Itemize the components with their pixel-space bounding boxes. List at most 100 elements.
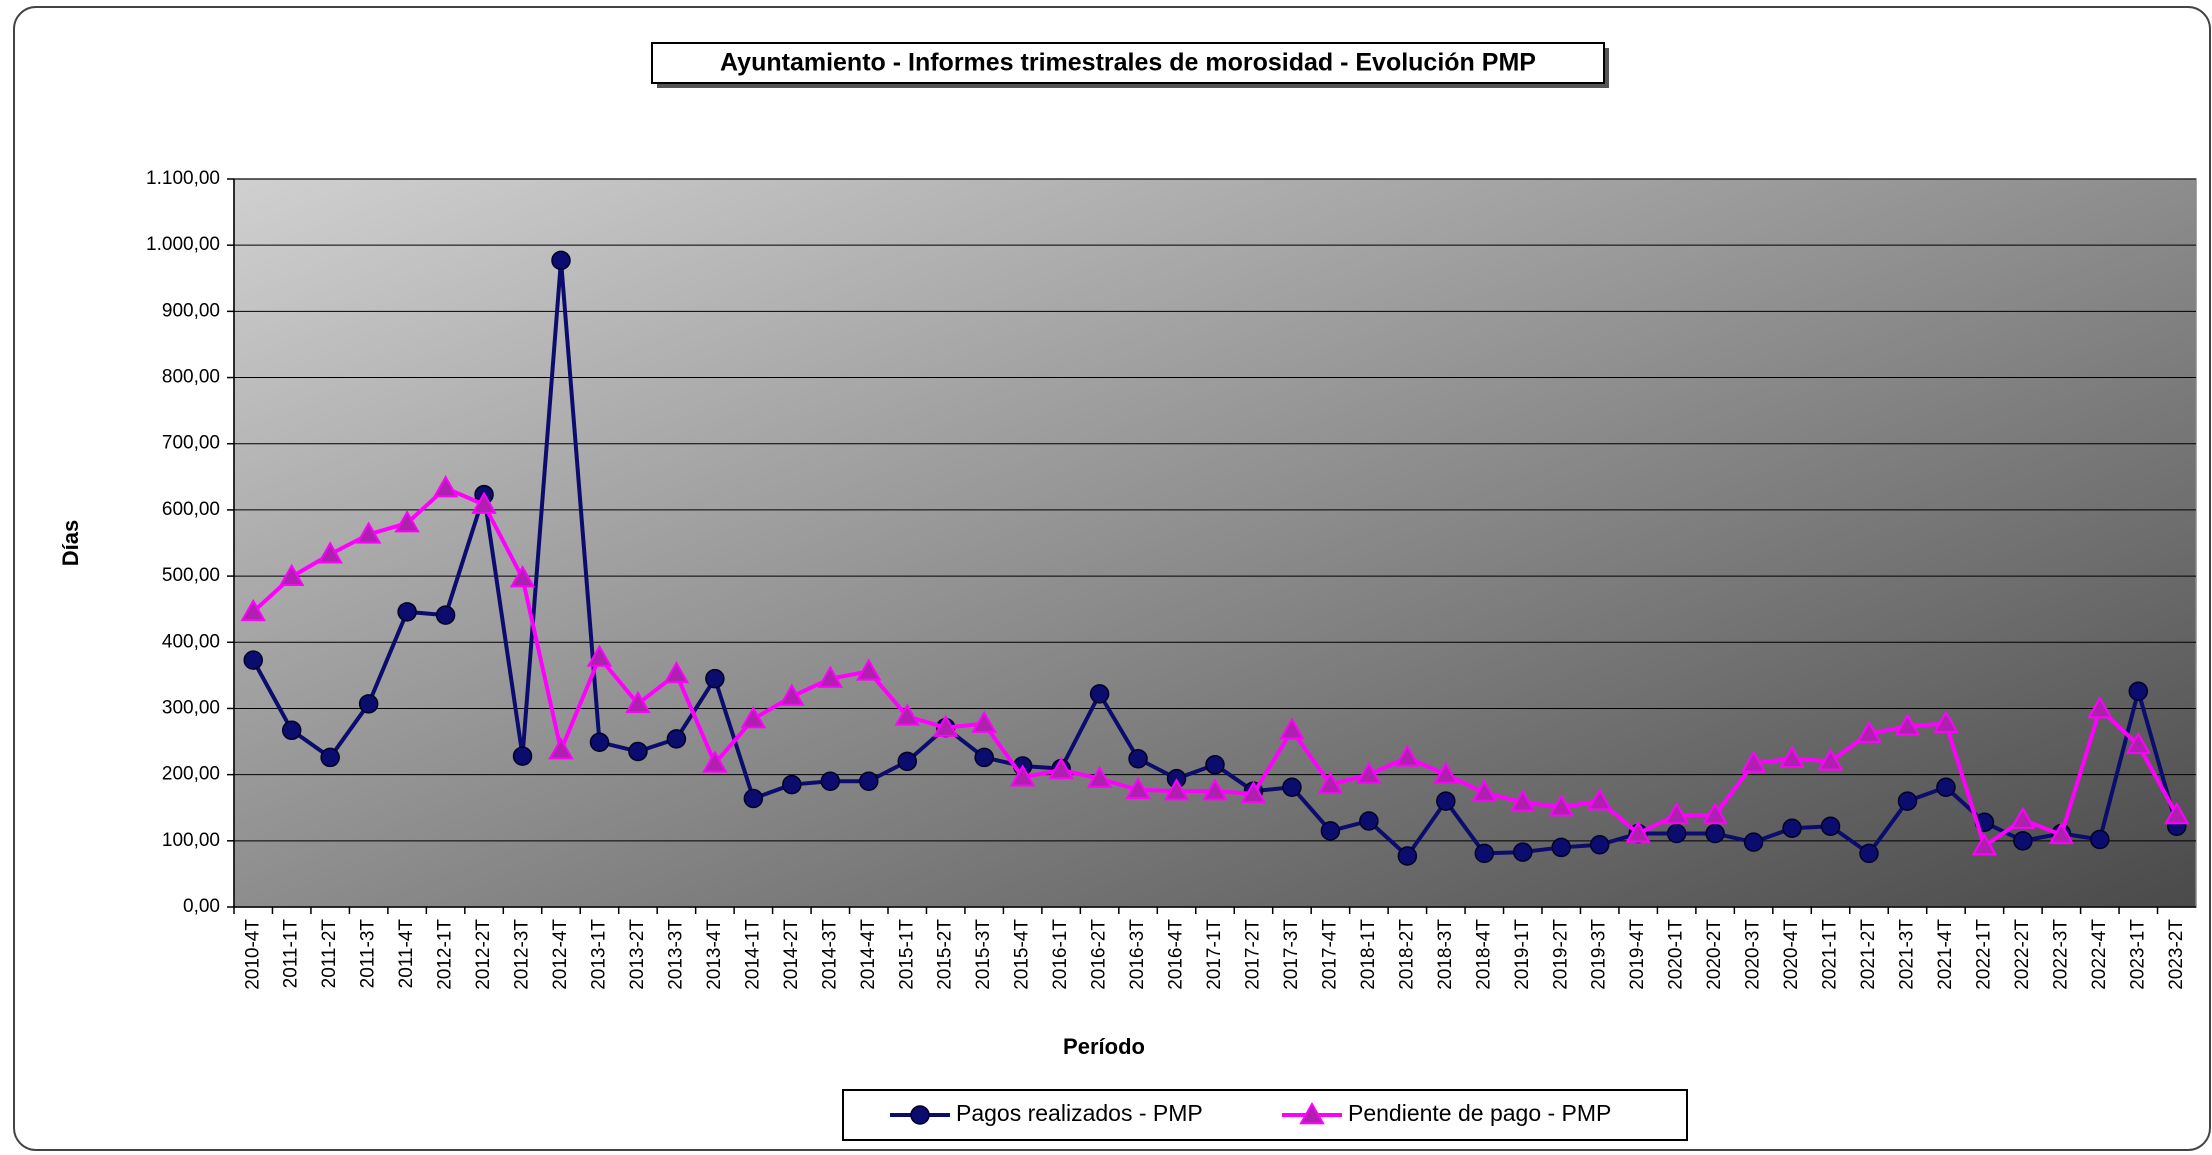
y-tick-label: 600,00 [162, 499, 220, 520]
data-point [1128, 749, 1148, 769]
data-point [628, 741, 648, 762]
data-point [897, 751, 917, 772]
data-point [1394, 744, 1421, 767]
x-tick-label: 2015-4T [1012, 919, 1033, 990]
data-point [471, 491, 497, 514]
x-tick-label: 2022-4T [2089, 919, 2110, 990]
data-point [1397, 846, 1418, 866]
x-tick-label: 2022-1T [1973, 919, 1994, 990]
data-point [355, 521, 382, 544]
x-tick-label: 2016-4T [1166, 919, 1187, 990]
y-tick-label: 700,00 [162, 433, 220, 454]
data-point [278, 563, 305, 587]
data-point [1471, 779, 1498, 802]
legend-label: Pagos realizados - PMP [956, 1100, 1203, 1126]
data-point [1782, 818, 1802, 838]
data-point [1589, 835, 1610, 855]
x-tick-label: 2015-3T [973, 919, 994, 990]
data-point [397, 602, 417, 622]
x-tick-label: 2021-2T [1858, 919, 1879, 990]
data-point [1433, 761, 1459, 784]
data-point [435, 605, 456, 625]
data-point [1320, 821, 1341, 841]
data-point [1779, 745, 1805, 769]
x-tick-label: 2013-2T [627, 919, 648, 990]
x-tick-label: 2019-2T [1550, 919, 1571, 990]
x-tick-label: 2019-3T [1589, 919, 1610, 990]
x-tick-label: 2018-3T [1435, 919, 1456, 990]
data-point [589, 732, 610, 752]
data-point [1666, 823, 1687, 844]
data-point [1548, 794, 1574, 817]
x-tick-label: 2023-1T [2127, 919, 2148, 990]
data-point [1048, 756, 1074, 780]
data-point [1089, 684, 1110, 704]
x-tick-label: 2017-4T [1319, 919, 1340, 990]
data-point [974, 747, 994, 768]
y-tick-label: 900,00 [162, 300, 220, 321]
data-point [1202, 778, 1228, 801]
y-tick-label: 200,00 [162, 764, 220, 785]
data-point [1356, 761, 1382, 784]
data-point [548, 737, 574, 760]
x-tick-label: 2020-2T [1704, 919, 1725, 990]
legend-marker [910, 1105, 930, 1125]
data-point [586, 644, 613, 667]
data-point [1205, 754, 1225, 775]
x-tick-label: 2017-2T [1242, 919, 1263, 990]
x-tick-label: 2021-1T [1820, 919, 1841, 990]
y-tick-label: 300,00 [162, 697, 220, 718]
y-tick-label: 400,00 [162, 631, 220, 652]
x-tick-label: 2021-4T [1935, 919, 1956, 990]
data-point [243, 650, 263, 670]
y-tick-label: 800,00 [162, 367, 220, 388]
data-point [1859, 843, 1879, 864]
data-point [1240, 780, 1267, 804]
data-point [1933, 710, 1959, 733]
data-point [1743, 832, 1764, 852]
x-tick-label: 2016-1T [1050, 919, 1071, 990]
x-tick-label: 2012-1T [435, 919, 456, 990]
data-point [1820, 816, 1841, 837]
data-point [817, 665, 844, 688]
data-point [1894, 713, 1921, 736]
data-point [1282, 777, 1302, 797]
x-tick-label: 2013-4T [704, 919, 725, 990]
data-point [1936, 777, 1956, 797]
data-point [705, 668, 725, 689]
x-tick-label: 2016-2T [1089, 919, 1110, 990]
data-point [1705, 823, 1725, 844]
x-tick-label: 2018-4T [1473, 919, 1494, 990]
x-tick-label: 2012-4T [550, 919, 571, 990]
data-point [1317, 771, 1344, 794]
chart-title: Ayuntamiento - Informes trimestrales de … [720, 49, 1536, 77]
x-tick-label: 2020-3T [1743, 919, 1764, 990]
x-tick-label: 2020-1T [1666, 919, 1687, 990]
data-point [1817, 748, 1844, 771]
data-point [779, 683, 805, 706]
data-point [320, 747, 340, 768]
data-point [663, 661, 690, 684]
data-point [1436, 791, 1456, 811]
x-tick-label: 2021-3T [1896, 919, 1917, 990]
data-point [2048, 821, 2075, 845]
x-tick-label: 2013-1T [588, 919, 609, 990]
x-tick-label: 2018-1T [1358, 919, 1379, 990]
x-tick-label: 2012-3T [512, 919, 533, 990]
data-point [1513, 842, 1533, 862]
data-point [1740, 750, 1767, 773]
data-point [358, 694, 379, 714]
x-tick-label: 2018-2T [1396, 919, 1417, 990]
y-tick-label: 1.100,00 [146, 168, 220, 189]
data-point [1086, 765, 1113, 788]
x-tick-label: 2016-3T [1127, 919, 1148, 990]
data-point [1359, 811, 1379, 831]
x-tick-label: 2015-1T [896, 919, 917, 990]
legend-box [842, 1089, 1688, 1141]
data-point [1163, 778, 1190, 801]
data-point [1279, 717, 1305, 740]
legend-label: Pendiente de pago - PMP [1348, 1100, 1611, 1126]
legend-marker [1299, 1101, 1325, 1125]
x-tick-label: 2011-2T [319, 919, 340, 989]
data-point [743, 788, 764, 809]
